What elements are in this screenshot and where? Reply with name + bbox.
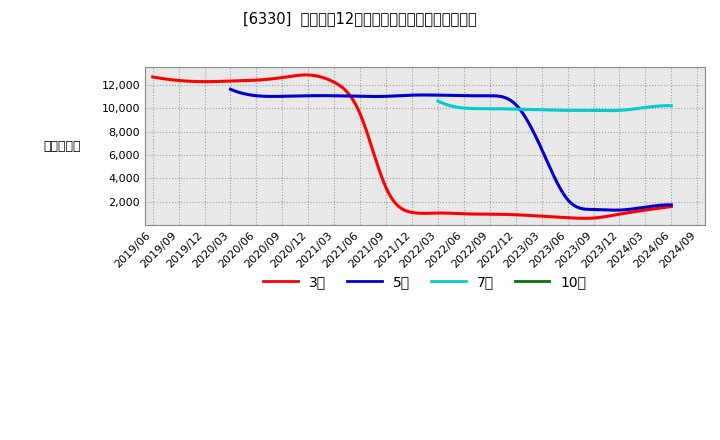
Y-axis label: （百万円）: （百万円） xyxy=(44,139,81,153)
Legend: 3年, 5年, 7年, 10年: 3年, 5年, 7年, 10年 xyxy=(258,269,592,294)
Text: [6330]  経常利益12か月移動合計の標準偏差の推移: [6330] 経常利益12か月移動合計の標準偏差の推移 xyxy=(243,11,477,26)
